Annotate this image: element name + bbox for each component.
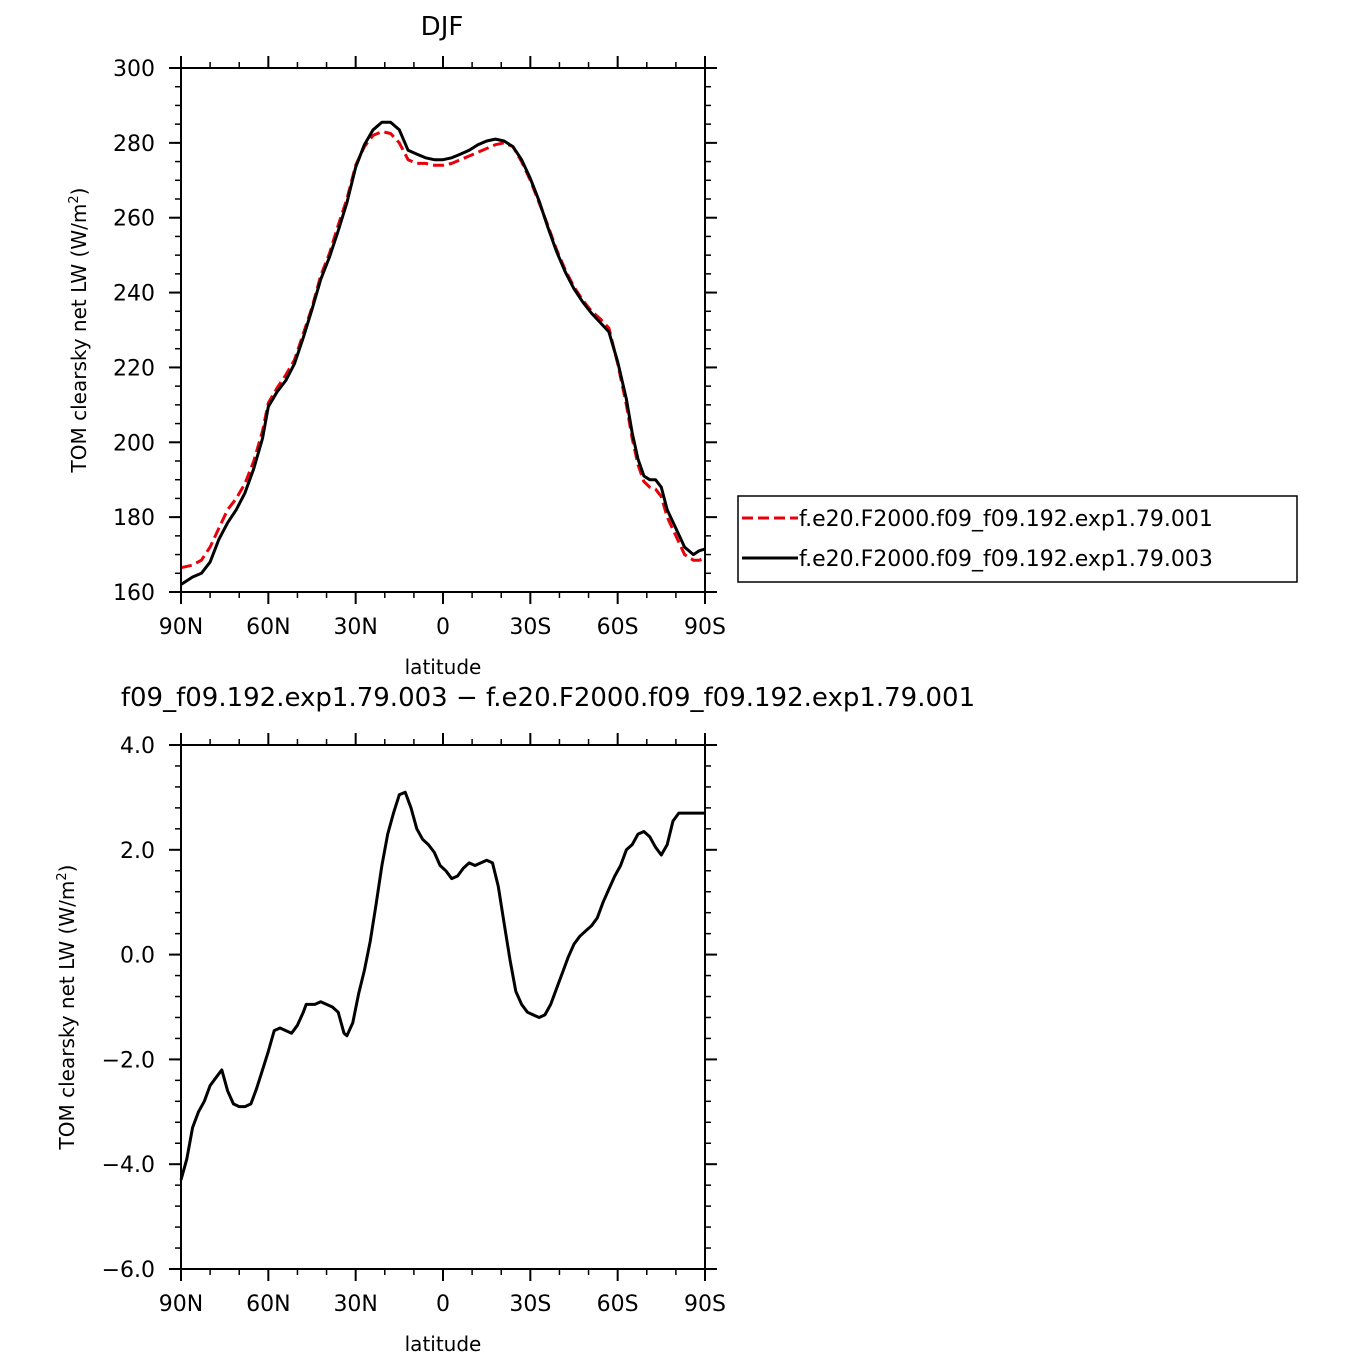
bottom-x-axis-label: latitude: [405, 1332, 482, 1356]
bottom-x-tick-label: 0: [436, 1292, 450, 1317]
bottom-x-tick-label: 90S: [684, 1292, 726, 1317]
top-y-tick-label: 160: [113, 581, 155, 606]
top-x-tick-label: 30N: [333, 615, 377, 640]
legend: f.e20.F2000.f09_f09.192.exp1.79.001 f.e2…: [737, 495, 1298, 583]
bottom-y-tick-label: 4.0: [120, 734, 155, 759]
top-series-line-1: [180, 120, 706, 586]
bottom-y-tick-label: −2.0: [102, 1048, 155, 1073]
top-y-tick-label: 280: [113, 132, 155, 157]
top-y-tick-labels: 160 180 200 220 240 260 280 300: [113, 57, 155, 606]
top-y-tick-label: 260: [113, 207, 155, 232]
bottom-y-tick-label: −4.0: [102, 1153, 155, 1178]
top-x-tick-labels: 90N 60N 30N 0 30S 60S 90S: [159, 615, 726, 640]
bottom-x-tick-label: 30S: [509, 1292, 551, 1317]
top-y-tick-label: 240: [113, 282, 155, 307]
top-y-tick-label: 220: [113, 356, 155, 381]
top-x-tick-label: 30S: [509, 615, 551, 640]
bottom-y-tick-label: 2.0: [120, 839, 155, 864]
top-y-tick-label: 180: [113, 506, 155, 531]
top-panel: DJF 160 180 200 220 240 260 280 300 90N 60N 30N 0 3…: [67, 12, 1298, 679]
top-x-tick-label: 60N: [246, 615, 290, 640]
top-x-tick-label: 90S: [684, 615, 726, 640]
legend-box: [737, 495, 1298, 583]
bottom-x-tick-labels: 90N 60N 30N 0 30S 60S 90S: [159, 1292, 726, 1317]
bottom-x-tick-label: 90N: [159, 1292, 203, 1317]
top-x-tick-label: 60S: [597, 615, 639, 640]
bottom-y-tick-label: 0.0: [120, 944, 155, 969]
top-ticks-group: [169, 56, 717, 604]
top-series-group: [180, 120, 706, 586]
top-x-tick-label: 0: [436, 615, 450, 640]
top-x-axis-label: latitude: [405, 655, 482, 679]
top-y-tick-label: 300: [113, 57, 155, 82]
top-plot-frame: [180, 67, 706, 593]
bottom-y-axis-label: TOM clearsky net LW (W/m2): [55, 865, 79, 1151]
bottom-panel: f09_f09.192.exp1.79.003 − f.e20.F2000.f0…: [55, 683, 975, 1356]
legend-label-003: f.e20.F2000.f09_f09.192.exp1.79.003: [799, 547, 1213, 572]
bottom-y-tick-label: −6.0: [102, 1258, 155, 1283]
top-y-tick-label: 200: [113, 431, 155, 456]
bottom-series-line-0: [179, 790, 705, 1181]
bottom-x-tick-label: 60S: [597, 1292, 639, 1317]
bottom-plot-frame: [180, 744, 706, 1270]
legend-label-001: f.e20.F2000.f09_f09.192.exp1.79.001: [799, 507, 1213, 532]
bottom-series-group: [179, 790, 705, 1181]
bottom-y-tick-labels: −6.0 −4.0 −2.0 0.0 2.0 4.0: [102, 734, 155, 1283]
top-x-tick-label: 90N: [159, 615, 203, 640]
top-y-axis-label: TOM clearsky net LW (W/m2): [67, 188, 91, 474]
bottom-x-tick-label: 30N: [333, 1292, 377, 1317]
bottom-chart-title: f09_f09.192.exp1.79.003 − f.e20.F2000.f0…: [121, 683, 975, 713]
top-chart-title: DJF: [421, 12, 464, 42]
bottom-ticks-group: [169, 733, 717, 1281]
bottom-x-tick-label: 60N: [246, 1292, 290, 1317]
top-series-line-0: [180, 130, 706, 570]
